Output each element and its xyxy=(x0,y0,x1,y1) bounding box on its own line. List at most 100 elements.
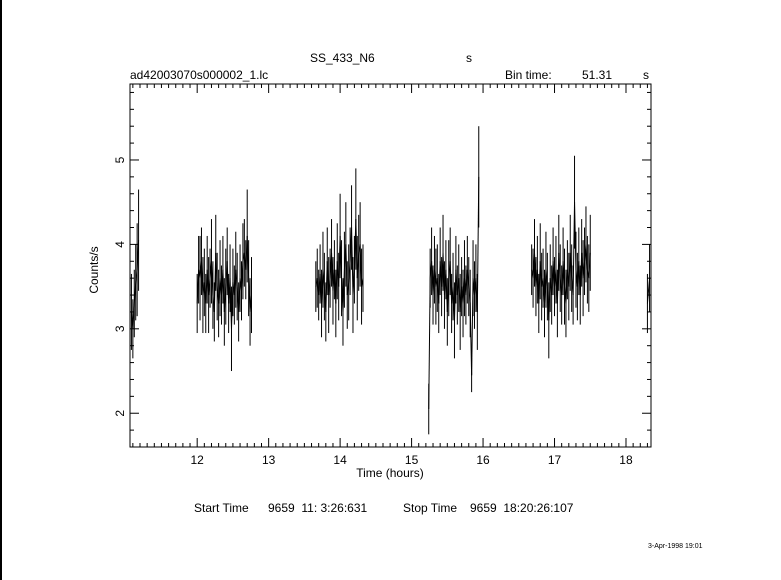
stop-time-value: 9659 18:20:26:107 xyxy=(470,501,574,515)
data-segment xyxy=(569,252,573,279)
data-segment xyxy=(449,261,453,304)
data-segment xyxy=(135,269,138,283)
data-segment xyxy=(361,278,364,287)
window-left-border xyxy=(0,0,2,580)
data-segment xyxy=(359,244,363,287)
data-segment xyxy=(544,269,547,304)
data-segment xyxy=(223,286,227,312)
data-segment xyxy=(205,269,208,304)
plot-date: 3-Apr-1998 19:01 xyxy=(648,543,703,550)
data-segment xyxy=(548,278,551,321)
data-segment xyxy=(133,282,137,304)
data-segment xyxy=(568,252,571,287)
data-segment xyxy=(335,261,338,304)
data-segment xyxy=(322,269,325,287)
data-segment xyxy=(574,202,577,270)
data-segment xyxy=(588,252,591,279)
object-suffix: s xyxy=(466,51,472,65)
data-segment xyxy=(206,269,210,296)
y-tick-label: 2 xyxy=(113,410,127,417)
data-segment xyxy=(646,278,651,304)
data-segment xyxy=(458,278,461,312)
data-segment xyxy=(471,278,474,376)
x-tick-label: 12 xyxy=(191,453,205,467)
data-segment xyxy=(428,278,431,410)
start-time-label: Start Time xyxy=(194,501,249,515)
x-tick-labels: 12 13 14 15 16 17 18 xyxy=(191,453,633,467)
data-segment xyxy=(248,278,251,312)
y-tick-label: 3 xyxy=(113,325,127,332)
data-segment xyxy=(551,261,554,296)
data-segment xyxy=(246,235,250,279)
data-segment xyxy=(238,278,241,312)
data-segment xyxy=(459,286,463,312)
x-tick-label: 15 xyxy=(405,453,419,467)
data-segment xyxy=(348,261,351,283)
data-segment xyxy=(235,269,238,287)
data-segment xyxy=(466,269,470,287)
x-tick-label: 17 xyxy=(548,453,562,467)
data-segment xyxy=(331,252,334,291)
data-segment xyxy=(346,282,350,296)
data-segment xyxy=(196,269,200,304)
data-segment xyxy=(325,261,328,312)
y-axis-label: Counts/s xyxy=(87,246,101,293)
data-segment xyxy=(431,261,434,296)
data-segment xyxy=(208,278,211,296)
data-segment xyxy=(558,252,561,279)
data-segment xyxy=(339,235,343,279)
data-segment xyxy=(438,261,441,304)
data-segment xyxy=(468,286,471,304)
data-segment xyxy=(565,269,568,304)
y-tick-labels: 2 3 4 5 xyxy=(113,156,127,416)
data-segment xyxy=(249,295,252,312)
data-segment xyxy=(326,261,330,296)
data-segment xyxy=(240,261,244,291)
data-segment xyxy=(218,278,221,304)
data-segment xyxy=(538,261,541,304)
data-segment xyxy=(539,261,543,287)
axis-ticks xyxy=(130,84,651,448)
data-segment xyxy=(356,252,360,279)
x-tick-label: 16 xyxy=(476,453,490,467)
data-segment xyxy=(210,261,214,296)
x-axis-label: Time (hours) xyxy=(356,466,424,480)
data-segment xyxy=(545,269,548,287)
data-segment xyxy=(233,269,237,296)
data-segment xyxy=(200,261,204,296)
x-tick-label: 14 xyxy=(333,453,347,467)
data-segment xyxy=(455,269,458,296)
data-segment xyxy=(433,269,437,287)
data-segment xyxy=(572,202,576,296)
data-points xyxy=(130,126,651,435)
data-segment xyxy=(352,269,355,296)
y-tick-label: 4 xyxy=(113,241,127,248)
y-tick-label: 5 xyxy=(113,156,127,163)
data-segment xyxy=(230,282,234,329)
data-segment xyxy=(342,269,345,312)
file-name: ad42003070s000002_1.lc xyxy=(130,68,269,82)
data-segment xyxy=(552,261,556,287)
data-segment xyxy=(213,252,217,312)
data-segment xyxy=(338,235,341,287)
data-segment xyxy=(442,252,445,296)
data-segment xyxy=(222,269,225,312)
bin-time-value: 51.31 xyxy=(582,68,613,82)
data-segment xyxy=(215,252,218,287)
data-segment xyxy=(321,269,324,304)
start-time-value: 9659 11: 3:26:631 xyxy=(268,501,368,515)
data-segment xyxy=(462,278,465,304)
data-segment xyxy=(585,244,588,270)
data-segment xyxy=(328,278,331,296)
bin-time-unit: s xyxy=(643,68,649,82)
data-segment xyxy=(226,261,230,304)
data-segment xyxy=(132,303,135,329)
bin-time-label: Bin time: xyxy=(505,68,552,82)
data-segment xyxy=(561,261,564,296)
stop-time-label: Stop Time xyxy=(403,501,458,515)
data-segment xyxy=(355,219,358,279)
data-segment xyxy=(562,261,566,287)
data-segment xyxy=(465,269,468,296)
data-segment xyxy=(345,244,348,296)
